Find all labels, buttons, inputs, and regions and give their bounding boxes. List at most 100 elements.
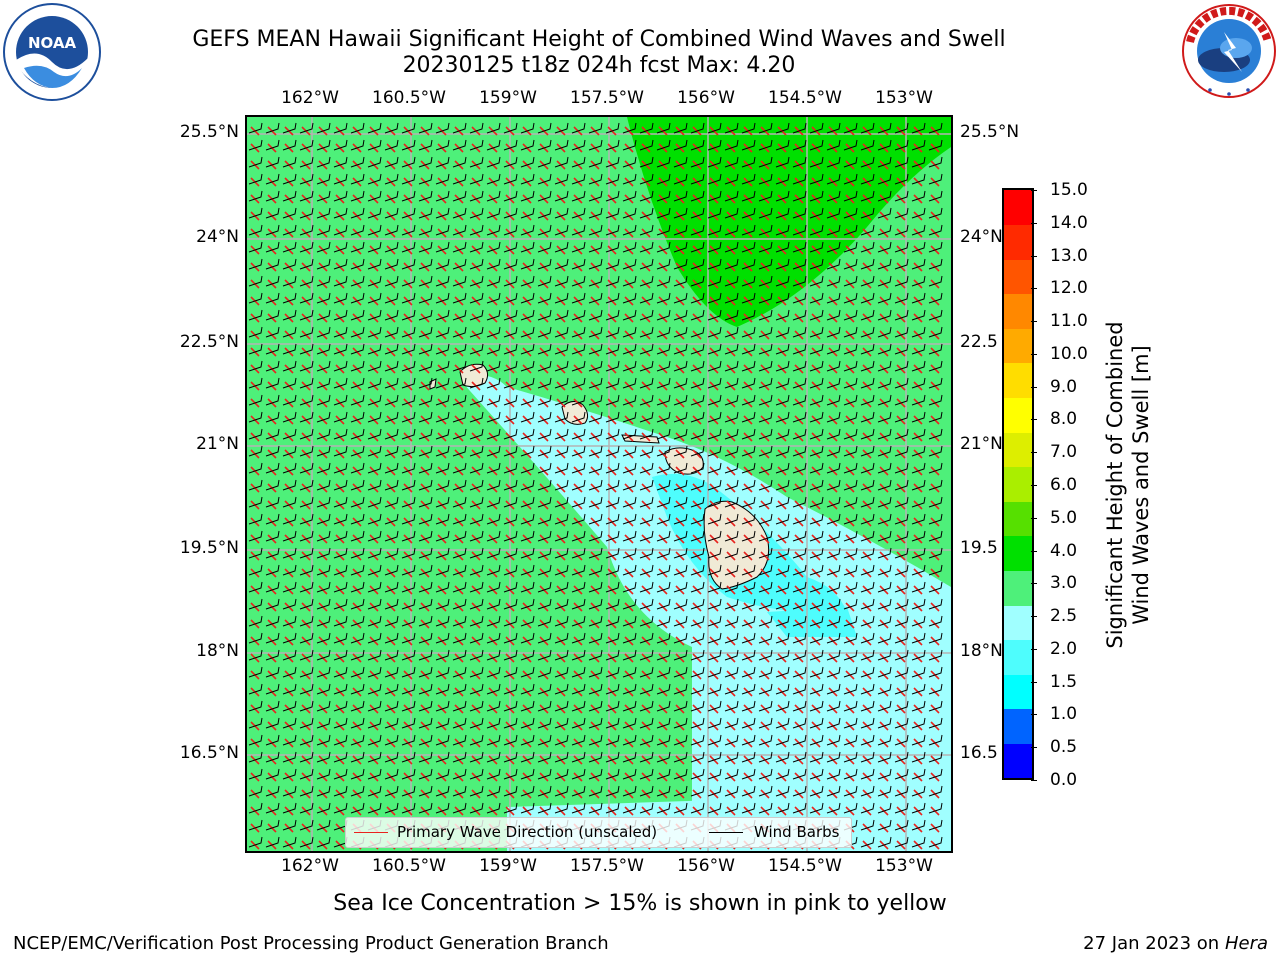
wind-barb: [537, 632, 552, 644]
wind-barb: [418, 734, 433, 746]
wind-barb: [588, 241, 603, 253]
wind-barb: [469, 666, 484, 678]
wind-barb: [775, 258, 790, 270]
wind-barb: [503, 768, 518, 780]
wind-barb: [469, 207, 484, 219]
wind-barb: [265, 513, 280, 525]
wind-barb: [316, 751, 331, 763]
wind-barb: [741, 683, 756, 695]
wind-barb: [622, 292, 637, 304]
wind-barb: [588, 394, 603, 406]
wind-barb: [758, 258, 773, 270]
wind-barb: [503, 360, 518, 372]
wind-barb: [486, 649, 501, 661]
wind-barb: [537, 275, 552, 287]
wind-barb: [622, 717, 637, 729]
wind-barb: [724, 598, 739, 610]
wind-barb: [724, 530, 739, 542]
wind-barb: [928, 428, 943, 440]
wind-barb: [911, 717, 926, 729]
wind-barb: [316, 700, 331, 712]
wind-barb: [928, 802, 943, 814]
wind-barb: [843, 326, 858, 338]
wind-barb: [911, 530, 926, 542]
wind-barb: [843, 564, 858, 576]
wind-barb: [928, 224, 943, 236]
wind-barb: [877, 411, 892, 423]
wind-barb: [401, 258, 416, 270]
wind-barb: [639, 802, 654, 814]
wind-barb: [248, 700, 263, 712]
wind-barb: [707, 190, 722, 202]
wind-barb: [656, 496, 671, 508]
wind-barb: [435, 122, 450, 134]
colorbar-tick-label: 13.0: [1031, 246, 1088, 266]
wind-barb: [588, 343, 603, 355]
wind-barb: [401, 139, 416, 151]
wind-barb: [282, 394, 297, 406]
wind-barb: [486, 734, 501, 746]
wind-barb: [265, 122, 280, 134]
wind-barb: [690, 734, 705, 746]
colorbar-tick-label: 2.5: [1030, 606, 1077, 626]
wind-barb: [401, 326, 416, 338]
wind-barb: [503, 394, 518, 406]
wind-barb: [826, 462, 841, 474]
wind-barb: [758, 615, 773, 627]
lon-label-top: 162°W: [281, 88, 339, 108]
wind-barb: [758, 700, 773, 712]
wind-barb: [809, 190, 824, 202]
wind-barb: [588, 564, 603, 576]
wind-barb: [741, 734, 756, 746]
wind-barb: [333, 156, 348, 168]
wind-barb: [469, 564, 484, 576]
wind-barb: [826, 360, 841, 372]
wind-barb: [707, 751, 722, 763]
wind-barb: [894, 802, 909, 814]
wind-barb: [418, 241, 433, 253]
wind-barb: [503, 479, 518, 491]
wind-barb: [758, 683, 773, 695]
wind-barb: [690, 462, 705, 474]
wind-barb: [367, 377, 382, 389]
wind-barb: [826, 258, 841, 270]
wind-barb: [673, 785, 688, 797]
wind-barb: [605, 581, 620, 593]
wind-barb: [690, 343, 705, 355]
wind-barb: [418, 768, 433, 780]
wind-barb: [248, 751, 263, 763]
wind-barb: [690, 581, 705, 593]
wind-barb: [724, 513, 739, 525]
wind-barb: [435, 139, 450, 151]
wind-barb: [418, 122, 433, 134]
wind-barb: [673, 768, 688, 780]
wind-barb: [758, 581, 773, 593]
wind-barb: [435, 649, 450, 661]
wind-barb: [724, 700, 739, 712]
wind-barb: [554, 190, 569, 202]
wind-barb: [452, 496, 467, 508]
lat-label-left: 16.5°N: [179, 743, 239, 763]
wind-barb: [282, 445, 297, 457]
wind-barb: [588, 292, 603, 304]
wind-barb: [384, 513, 399, 525]
wind-barb: [843, 360, 858, 372]
wind-barb: [792, 598, 807, 610]
wind-barb: [843, 207, 858, 219]
wind-barb: [486, 411, 501, 423]
wind-barb: [656, 360, 671, 372]
wind-barb: [520, 632, 535, 644]
wind-barb: [503, 275, 518, 287]
wind-barb: [792, 292, 807, 304]
wind-barb: [588, 156, 603, 168]
wind-barb: [350, 598, 365, 610]
wind-barb: [877, 700, 892, 712]
wind-barb: [605, 751, 620, 763]
wind-barb: [673, 156, 688, 168]
wind-barb: [520, 139, 535, 151]
wind-barb: [316, 683, 331, 695]
wind-barb: [486, 207, 501, 219]
wind-barb: [758, 513, 773, 525]
wind-barb: [384, 292, 399, 304]
wind-barb: [911, 632, 926, 644]
